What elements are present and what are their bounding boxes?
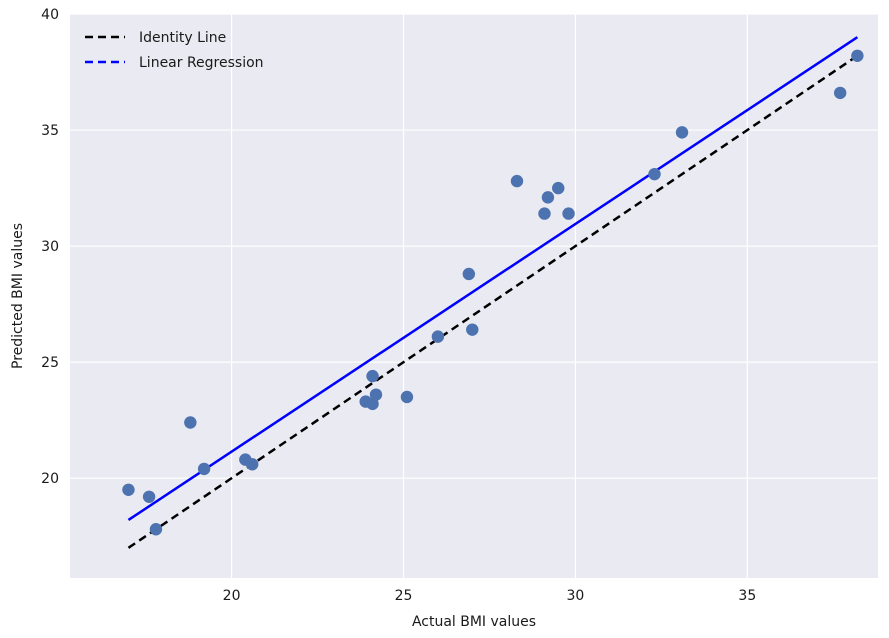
legend-label-identity-line: Identity Line: [139, 30, 226, 46]
y-tick-label: 20: [41, 471, 59, 487]
y-tick-label: 25: [41, 355, 59, 371]
plot-background: [70, 14, 878, 578]
data-point: [122, 483, 135, 497]
tick-labels: 20 25 30 35 20 25 30 35 40: [41, 7, 756, 604]
data-point: [552, 181, 565, 195]
data-point: [541, 191, 555, 204]
y-tick-label: 40: [41, 7, 59, 23]
y-tick-label: 35: [41, 123, 59, 139]
y-tick-label: 30: [41, 239, 59, 255]
data-point: [833, 86, 847, 100]
data-point: [510, 174, 524, 188]
data-point: [184, 416, 197, 429]
data-point: [648, 167, 661, 181]
data-point: [369, 388, 383, 401]
data-point: [366, 369, 379, 383]
x-tick-label: 35: [738, 588, 756, 604]
data-point: [466, 323, 479, 336]
data-point: [431, 330, 445, 343]
x-axis-label: Actual BMI values: [412, 614, 536, 630]
data-point: [197, 462, 211, 476]
data-point: [142, 490, 156, 503]
y-axis-label: Predicted BMI values: [10, 223, 26, 369]
x-tick-label: 30: [567, 588, 585, 604]
x-tick-label: 25: [395, 588, 413, 604]
legend-label-linear-regression: Linear Regression: [139, 55, 264, 71]
data-point: [538, 207, 551, 220]
data-point: [462, 267, 476, 281]
data-points: [122, 49, 864, 536]
data-point: [675, 126, 689, 139]
data-point: [400, 390, 414, 404]
data-point: [851, 49, 864, 62]
legend: Identity Line Linear Regression: [85, 30, 264, 71]
grid-lines: [70, 13, 878, 578]
x-tick-label: 20: [223, 588, 241, 604]
data-point: [246, 458, 259, 471]
data-point: [562, 207, 575, 220]
regression-line: [127, 36, 859, 522]
data-point: [149, 523, 163, 536]
